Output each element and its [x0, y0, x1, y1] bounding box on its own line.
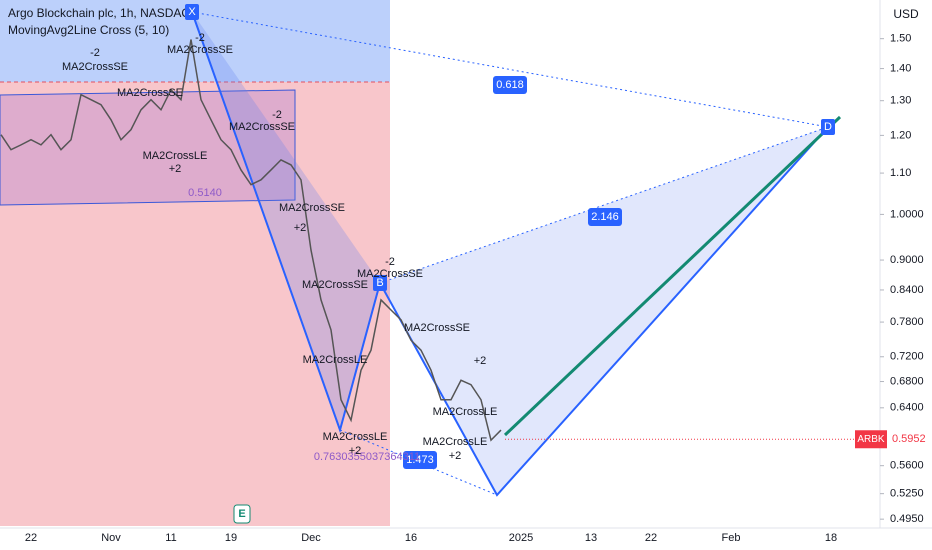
y-tick-label: 1.40 — [890, 62, 911, 74]
signal-label: -2 — [90, 47, 100, 59]
x-tick-label: 22 — [25, 532, 37, 544]
y-tick-label: 0.7200 — [890, 351, 924, 363]
signal-label: +2 — [449, 450, 462, 462]
symbol-tag — [855, 430, 887, 449]
signal-label: MA2CrossLE — [323, 431, 388, 443]
signal-label: +2 — [169, 163, 182, 175]
box — [0, 89, 296, 206]
x-tick-label: 16 — [405, 532, 417, 544]
y-tick-label: 1.0000 — [890, 208, 924, 220]
point-label: B — [376, 277, 383, 289]
signal-label: +2 — [294, 222, 307, 234]
y-tick-label: 0.6400 — [890, 402, 924, 414]
price-label: 0.5952 — [892, 433, 926, 445]
x-tick-label: 18 — [825, 532, 837, 544]
signal-label: MA2CrossLE — [423, 436, 488, 448]
signal-label: MA2CrossSE — [229, 121, 295, 133]
point-tag — [185, 4, 199, 20]
x-tick-label: Dec — [301, 532, 321, 544]
price-line — [0, 39, 502, 442]
chart-title: Argo Blockchain plc, 1h, NASDAQ — [8, 6, 191, 20]
x-tick-label: 22 — [645, 532, 657, 544]
projection-line — [503, 115, 842, 437]
signal-label: MA2CrossSE — [117, 87, 183, 99]
x-tick-label: 19 — [225, 532, 237, 544]
zone-red — [0, 82, 390, 526]
point-tag — [373, 275, 387, 291]
y-tick-label: 0.6800 — [890, 375, 924, 387]
signal-label: MA2CrossSE — [357, 268, 423, 280]
ratio-box — [493, 76, 527, 94]
pattern-xab — [192, 12, 380, 430]
symbol-label: ARBK — [857, 434, 885, 445]
y-tick-label: 1.20 — [890, 129, 911, 141]
signal-label: +2 — [349, 445, 362, 457]
ac-line — [339, 429, 498, 496]
ratio-label: 2.146 — [591, 211, 619, 223]
indicator-label: MovingAvg2Line Cross (5, 10) — [8, 23, 169, 37]
pattern-bcd — [380, 127, 828, 495]
ratio-label: 0.5140 — [188, 187, 222, 199]
price-axis — [880, 0, 932, 550]
y-tick-label: 0.5600 — [890, 460, 924, 472]
signal-label: MA2CrossLE — [303, 354, 368, 366]
signal-label: MA2CrossLE — [143, 150, 208, 162]
y-tick-label: 0.7800 — [890, 316, 924, 328]
signal-label: MA2CrossSE — [302, 279, 368, 291]
ratio-box — [403, 451, 437, 469]
y-tick-label: 1.50 — [890, 33, 911, 45]
signal-label: -2 — [272, 109, 282, 121]
point-label: X — [188, 6, 196, 18]
signal-label: MA2CrossSE — [279, 202, 345, 214]
ratio-label: 1.473 — [406, 454, 434, 466]
event-icon[interactable]: E — [238, 508, 245, 520]
signal-label: +2 — [474, 355, 487, 367]
signal-label: MA2CrossLE — [433, 406, 498, 418]
ratio-label: 0.7630355037364311 — [314, 451, 420, 463]
x-tick-label: Nov — [101, 532, 121, 544]
signal-label: MA2CrossSE — [404, 322, 470, 334]
currency[interactable]: USD — [893, 7, 919, 21]
y-tick-label: 0.8400 — [890, 284, 924, 296]
x-tick-label: 11 — [165, 532, 176, 544]
point-tag — [821, 119, 835, 135]
signal-label: MA2CrossSE — [167, 44, 233, 56]
y-tick-label: 0.5250 — [890, 488, 924, 500]
point-label: D — [824, 121, 832, 133]
x-tick-label: 2025 — [509, 532, 533, 544]
y-tick-label: 0.9000 — [890, 254, 924, 266]
signal-label: -2 — [385, 256, 395, 268]
y-tick-label: 1.10 — [890, 167, 911, 179]
bd-line — [379, 126, 829, 284]
signal-label: MA2CrossSE — [62, 61, 128, 73]
x-tick-label: 13 — [585, 532, 597, 544]
ratio-box — [588, 208, 622, 226]
x-tick-label: Feb — [722, 532, 741, 544]
signal-label: -2 — [195, 32, 205, 44]
price-tag — [887, 430, 932, 449]
y-tick-label: 1.30 — [890, 95, 911, 107]
event-icon-box[interactable] — [233, 504, 251, 524]
ratio-label: 0.618 — [496, 79, 524, 91]
y-tick-label: 0.4950 — [890, 513, 924, 525]
